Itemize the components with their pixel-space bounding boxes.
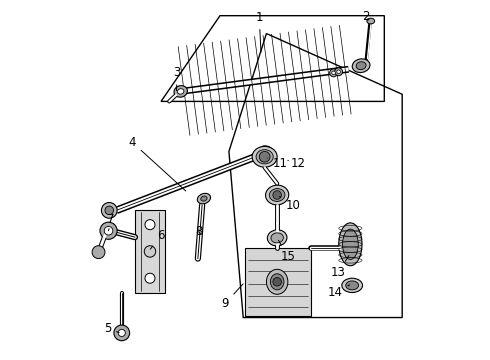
Text: 8: 8	[195, 225, 202, 238]
Ellipse shape	[201, 196, 207, 201]
Circle shape	[101, 203, 117, 218]
Ellipse shape	[174, 86, 187, 97]
Text: 9: 9	[221, 284, 243, 310]
Text: 12: 12	[288, 157, 306, 170]
Ellipse shape	[271, 233, 283, 243]
Ellipse shape	[270, 274, 284, 290]
Text: 7: 7	[107, 213, 115, 231]
Circle shape	[145, 220, 155, 230]
Ellipse shape	[260, 146, 273, 157]
Circle shape	[273, 191, 281, 199]
Ellipse shape	[346, 281, 359, 290]
Ellipse shape	[343, 229, 358, 260]
Text: 11: 11	[267, 157, 288, 170]
Circle shape	[330, 69, 338, 77]
Ellipse shape	[270, 189, 285, 202]
Ellipse shape	[177, 89, 184, 94]
Circle shape	[100, 222, 117, 239]
Text: 15: 15	[278, 240, 295, 263]
Text: 10: 10	[279, 197, 301, 212]
Circle shape	[92, 246, 105, 258]
Ellipse shape	[356, 62, 366, 69]
Text: 4: 4	[129, 136, 186, 191]
Text: 1: 1	[256, 11, 263, 52]
Ellipse shape	[339, 223, 362, 266]
Circle shape	[105, 206, 114, 215]
Circle shape	[259, 152, 270, 162]
Ellipse shape	[268, 230, 287, 246]
Circle shape	[144, 246, 156, 257]
Circle shape	[118, 329, 125, 337]
Text: 2: 2	[362, 10, 369, 23]
Ellipse shape	[266, 185, 289, 205]
Circle shape	[145, 273, 155, 283]
Polygon shape	[245, 248, 311, 316]
Circle shape	[104, 226, 113, 235]
Polygon shape	[135, 210, 165, 293]
Circle shape	[335, 68, 343, 76]
Text: 5: 5	[104, 322, 119, 335]
Ellipse shape	[197, 193, 211, 204]
Text: 3: 3	[173, 66, 181, 91]
Circle shape	[273, 278, 281, 286]
Ellipse shape	[267, 269, 288, 294]
Circle shape	[332, 71, 335, 75]
Circle shape	[337, 70, 341, 73]
Ellipse shape	[252, 147, 277, 167]
Ellipse shape	[256, 150, 273, 164]
Circle shape	[114, 325, 130, 341]
Ellipse shape	[352, 59, 370, 73]
Ellipse shape	[367, 18, 375, 24]
Text: 6: 6	[150, 229, 165, 249]
Text: 14: 14	[327, 285, 350, 299]
Ellipse shape	[342, 278, 363, 293]
Text: 13: 13	[330, 256, 349, 279]
